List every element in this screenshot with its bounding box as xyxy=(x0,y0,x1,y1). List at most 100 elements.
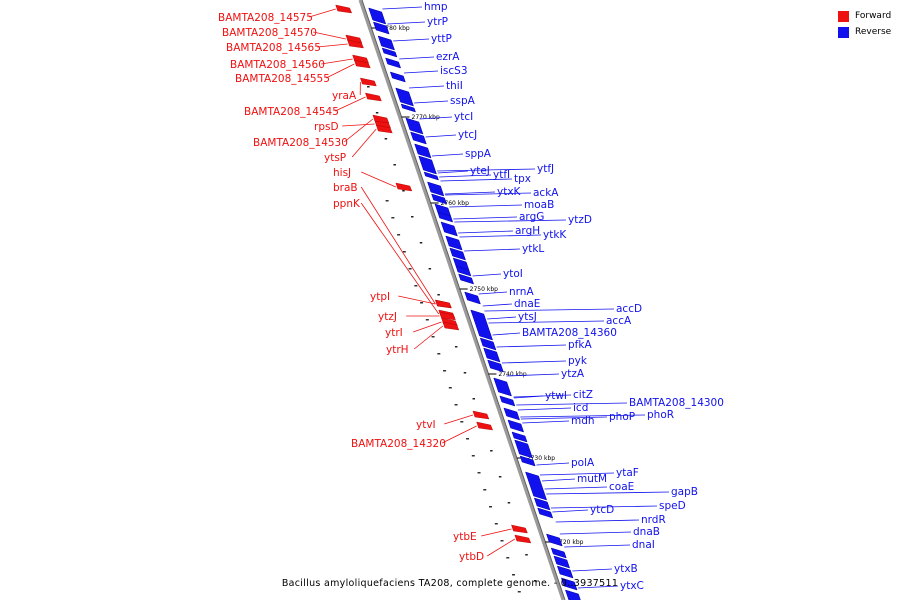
legend-reverse-label: Reverse xyxy=(855,27,892,37)
track-dot xyxy=(402,251,406,253)
forward-gene-block xyxy=(347,39,364,49)
reverse-gene-leader xyxy=(513,394,572,398)
forward-gene-label: ytrH xyxy=(386,344,409,356)
reverse-gene-label: ytaF xyxy=(616,467,639,479)
reverse-gene-leader xyxy=(399,56,435,60)
forward-gene-leader xyxy=(326,63,355,79)
reverse-gene-label: ytrP xyxy=(427,16,448,28)
track-dot xyxy=(525,554,528,556)
reverse-gene-label: yteJ xyxy=(470,165,490,177)
reverse-gene-block xyxy=(464,291,481,305)
forward-gene-label: ytvI xyxy=(416,419,436,431)
legend-reverse: Reverse xyxy=(838,24,891,40)
reverse-gene-leader xyxy=(544,486,608,490)
track-dot xyxy=(460,421,464,423)
reverse-gene-leader xyxy=(437,168,536,172)
reverse-gene-leader xyxy=(459,234,542,238)
track-dot xyxy=(471,455,475,457)
forward-gene-leader xyxy=(413,325,444,350)
forward-gene-block xyxy=(514,534,532,544)
legend: Forward Reverse xyxy=(838,8,891,40)
reverse-gene-leader xyxy=(449,204,523,208)
forward-gene-label: BAMTA208_14565 xyxy=(226,42,321,54)
track-dot xyxy=(397,234,401,236)
reverse-gene-label: ackA xyxy=(533,187,559,199)
forward-gene-label: ytzJ xyxy=(378,311,397,323)
track-dot xyxy=(500,540,504,542)
reverse-gene-label: ytfI xyxy=(493,169,510,181)
reverse-gene-leader xyxy=(546,491,670,495)
reverse-gene-leader xyxy=(517,407,572,411)
reverse-gene-leader xyxy=(472,273,502,277)
reverse-gene-block xyxy=(381,47,398,58)
track-dot xyxy=(385,200,389,202)
reverse-gene-block xyxy=(499,395,516,407)
forward-gene-label: rpsD xyxy=(314,121,339,133)
track-dot xyxy=(437,294,440,296)
forward-gene-leader xyxy=(413,321,442,333)
reverse-gene-label: BAMTA208_14360 xyxy=(522,327,617,339)
reverse-gene-block xyxy=(377,35,395,51)
forward-gene-label: yraA xyxy=(332,90,357,102)
reverse-gene-label: ytxC xyxy=(620,580,644,592)
legend-forward-label: Forward xyxy=(855,11,892,21)
forward-gene-block xyxy=(353,59,371,69)
reverse-gene-block xyxy=(410,131,427,145)
reverse-gene-leader xyxy=(387,21,426,25)
reverse-gene-block xyxy=(400,103,416,113)
track-dot xyxy=(402,190,405,192)
reverse-gene-block xyxy=(368,7,387,25)
track-dot xyxy=(411,216,414,218)
forward-gene-label: BAMTA208_14320 xyxy=(351,438,446,450)
track-dot xyxy=(454,404,458,406)
forward-gene-leader xyxy=(309,8,336,18)
reverse-gene-block xyxy=(427,181,445,197)
forward-gene-label: BAMTA208_14575 xyxy=(218,12,313,24)
track-dot xyxy=(420,302,424,304)
reverse-gene-block xyxy=(431,193,447,205)
track-dot xyxy=(506,557,510,559)
reverse-gene-leader xyxy=(453,216,518,220)
reverse-gene-label: phoP xyxy=(609,411,635,423)
reverse-gene-leader xyxy=(536,462,570,466)
reverse-gene-block xyxy=(479,337,497,351)
reverse-gene-label: ytcJ xyxy=(458,129,477,141)
reverse-gene-label: ytxB xyxy=(614,563,638,575)
forward-gene-block xyxy=(435,299,452,309)
reverse-gene-label: thiI xyxy=(446,80,463,92)
reverse-gene-label: tpx xyxy=(514,173,531,185)
reverse-gene-leader xyxy=(484,308,615,312)
reverse-gene-leader xyxy=(578,585,619,589)
tick-label: 2720 kbp xyxy=(555,539,583,546)
reverse-gene-leader xyxy=(559,531,632,535)
reverse-gene-block xyxy=(507,419,525,433)
reverse-gene-block xyxy=(458,273,475,285)
reverse-gene-label: ytsJ xyxy=(518,311,537,323)
reverse-gene-block xyxy=(483,347,501,363)
reverse-gene-label: iscS3 xyxy=(440,65,468,77)
forward-gene-block xyxy=(472,410,490,420)
reverse-gene-label: nrnA xyxy=(509,286,534,298)
tick-label: 2750 kbp xyxy=(470,286,498,293)
forward-gene-label: ppnK xyxy=(333,198,361,210)
track-dot xyxy=(483,489,487,491)
track-dot xyxy=(489,506,493,508)
reverse-gene-leader xyxy=(496,344,567,348)
reverse-gene-block xyxy=(449,247,466,261)
reverse-gene-block xyxy=(537,507,554,519)
forward-gene-label: braB xyxy=(333,182,358,194)
reverse-gene-label: gapB xyxy=(671,486,698,498)
forward-gene-leader xyxy=(398,295,436,305)
track-dot xyxy=(466,438,470,440)
reverse-gene-block xyxy=(553,555,571,569)
reverse-gene-leader xyxy=(464,248,521,252)
reverse-gene-leader xyxy=(432,153,464,157)
reverse-gene-leader xyxy=(520,416,608,420)
forward-gene-leader xyxy=(361,171,397,188)
reverse-gene-label: ytcI xyxy=(454,111,473,123)
reverse-gene-block xyxy=(514,439,533,459)
reverse-gene-label: argG xyxy=(519,211,544,223)
reverse-gene-block xyxy=(525,471,548,501)
reverse-gene-label: sppA xyxy=(465,148,492,160)
forward-gene-leader xyxy=(317,43,348,48)
